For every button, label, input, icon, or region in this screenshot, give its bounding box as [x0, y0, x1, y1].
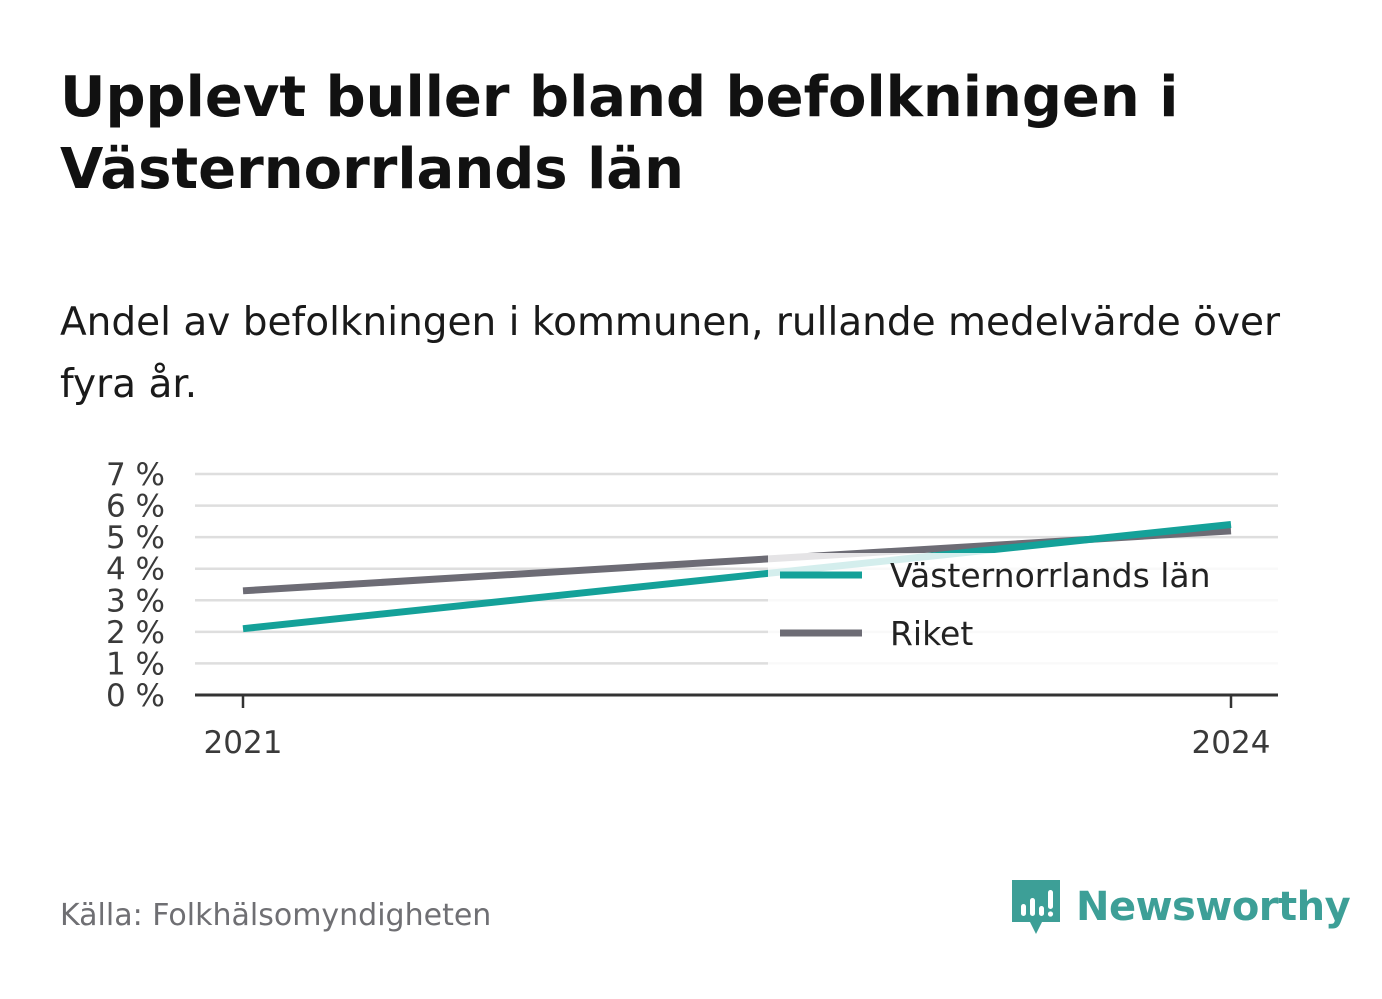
grid-lines — [195, 472, 1278, 665]
y-tick-label: 0 % — [106, 678, 165, 714]
y-axis-ticks: 0 %1 %2 %3 %4 %5 %6 %7 % — [106, 457, 165, 714]
y-tick-label: 7 % — [106, 457, 165, 493]
legend-label: Västernorrlands län — [890, 556, 1211, 595]
line-chart: 0 %1 %2 %3 %4 %5 %6 %7 % 2021 2024 Väster… — [106, 457, 1278, 761]
brand-logo[interactable]: Newsworthy — [1010, 878, 1351, 936]
series-lines — [242, 521, 1232, 633]
legend: Västernorrlands län Riket — [768, 553, 1278, 673]
series-line — [242, 521, 1232, 633]
y-tick-label: 6 % — [106, 489, 165, 525]
source-note: Källa: Folkhälsomyndigheten — [60, 898, 492, 933]
y-tick-label: 1 % — [106, 646, 165, 682]
x-tick-label: 2024 — [1192, 725, 1271, 761]
y-tick-label: 4 % — [106, 552, 165, 588]
x-axis: 2021 2024 — [195, 693, 1278, 761]
x-tick-label: 2021 — [204, 725, 283, 761]
newsworthy-logo-icon — [1012, 880, 1060, 934]
y-tick-label: 3 % — [106, 583, 165, 619]
y-tick-label: 2 % — [106, 615, 165, 651]
chart-subtitle: Andel av befolkningen i kommunen, rullan… — [60, 300, 1281, 407]
legend-label: Riket — [890, 614, 973, 653]
brand-name: Newsworthy — [1076, 884, 1351, 930]
y-tick-label: 5 % — [106, 520, 165, 556]
chart-title: Upplevt buller bland befolkningen i Väst… — [60, 65, 1179, 202]
